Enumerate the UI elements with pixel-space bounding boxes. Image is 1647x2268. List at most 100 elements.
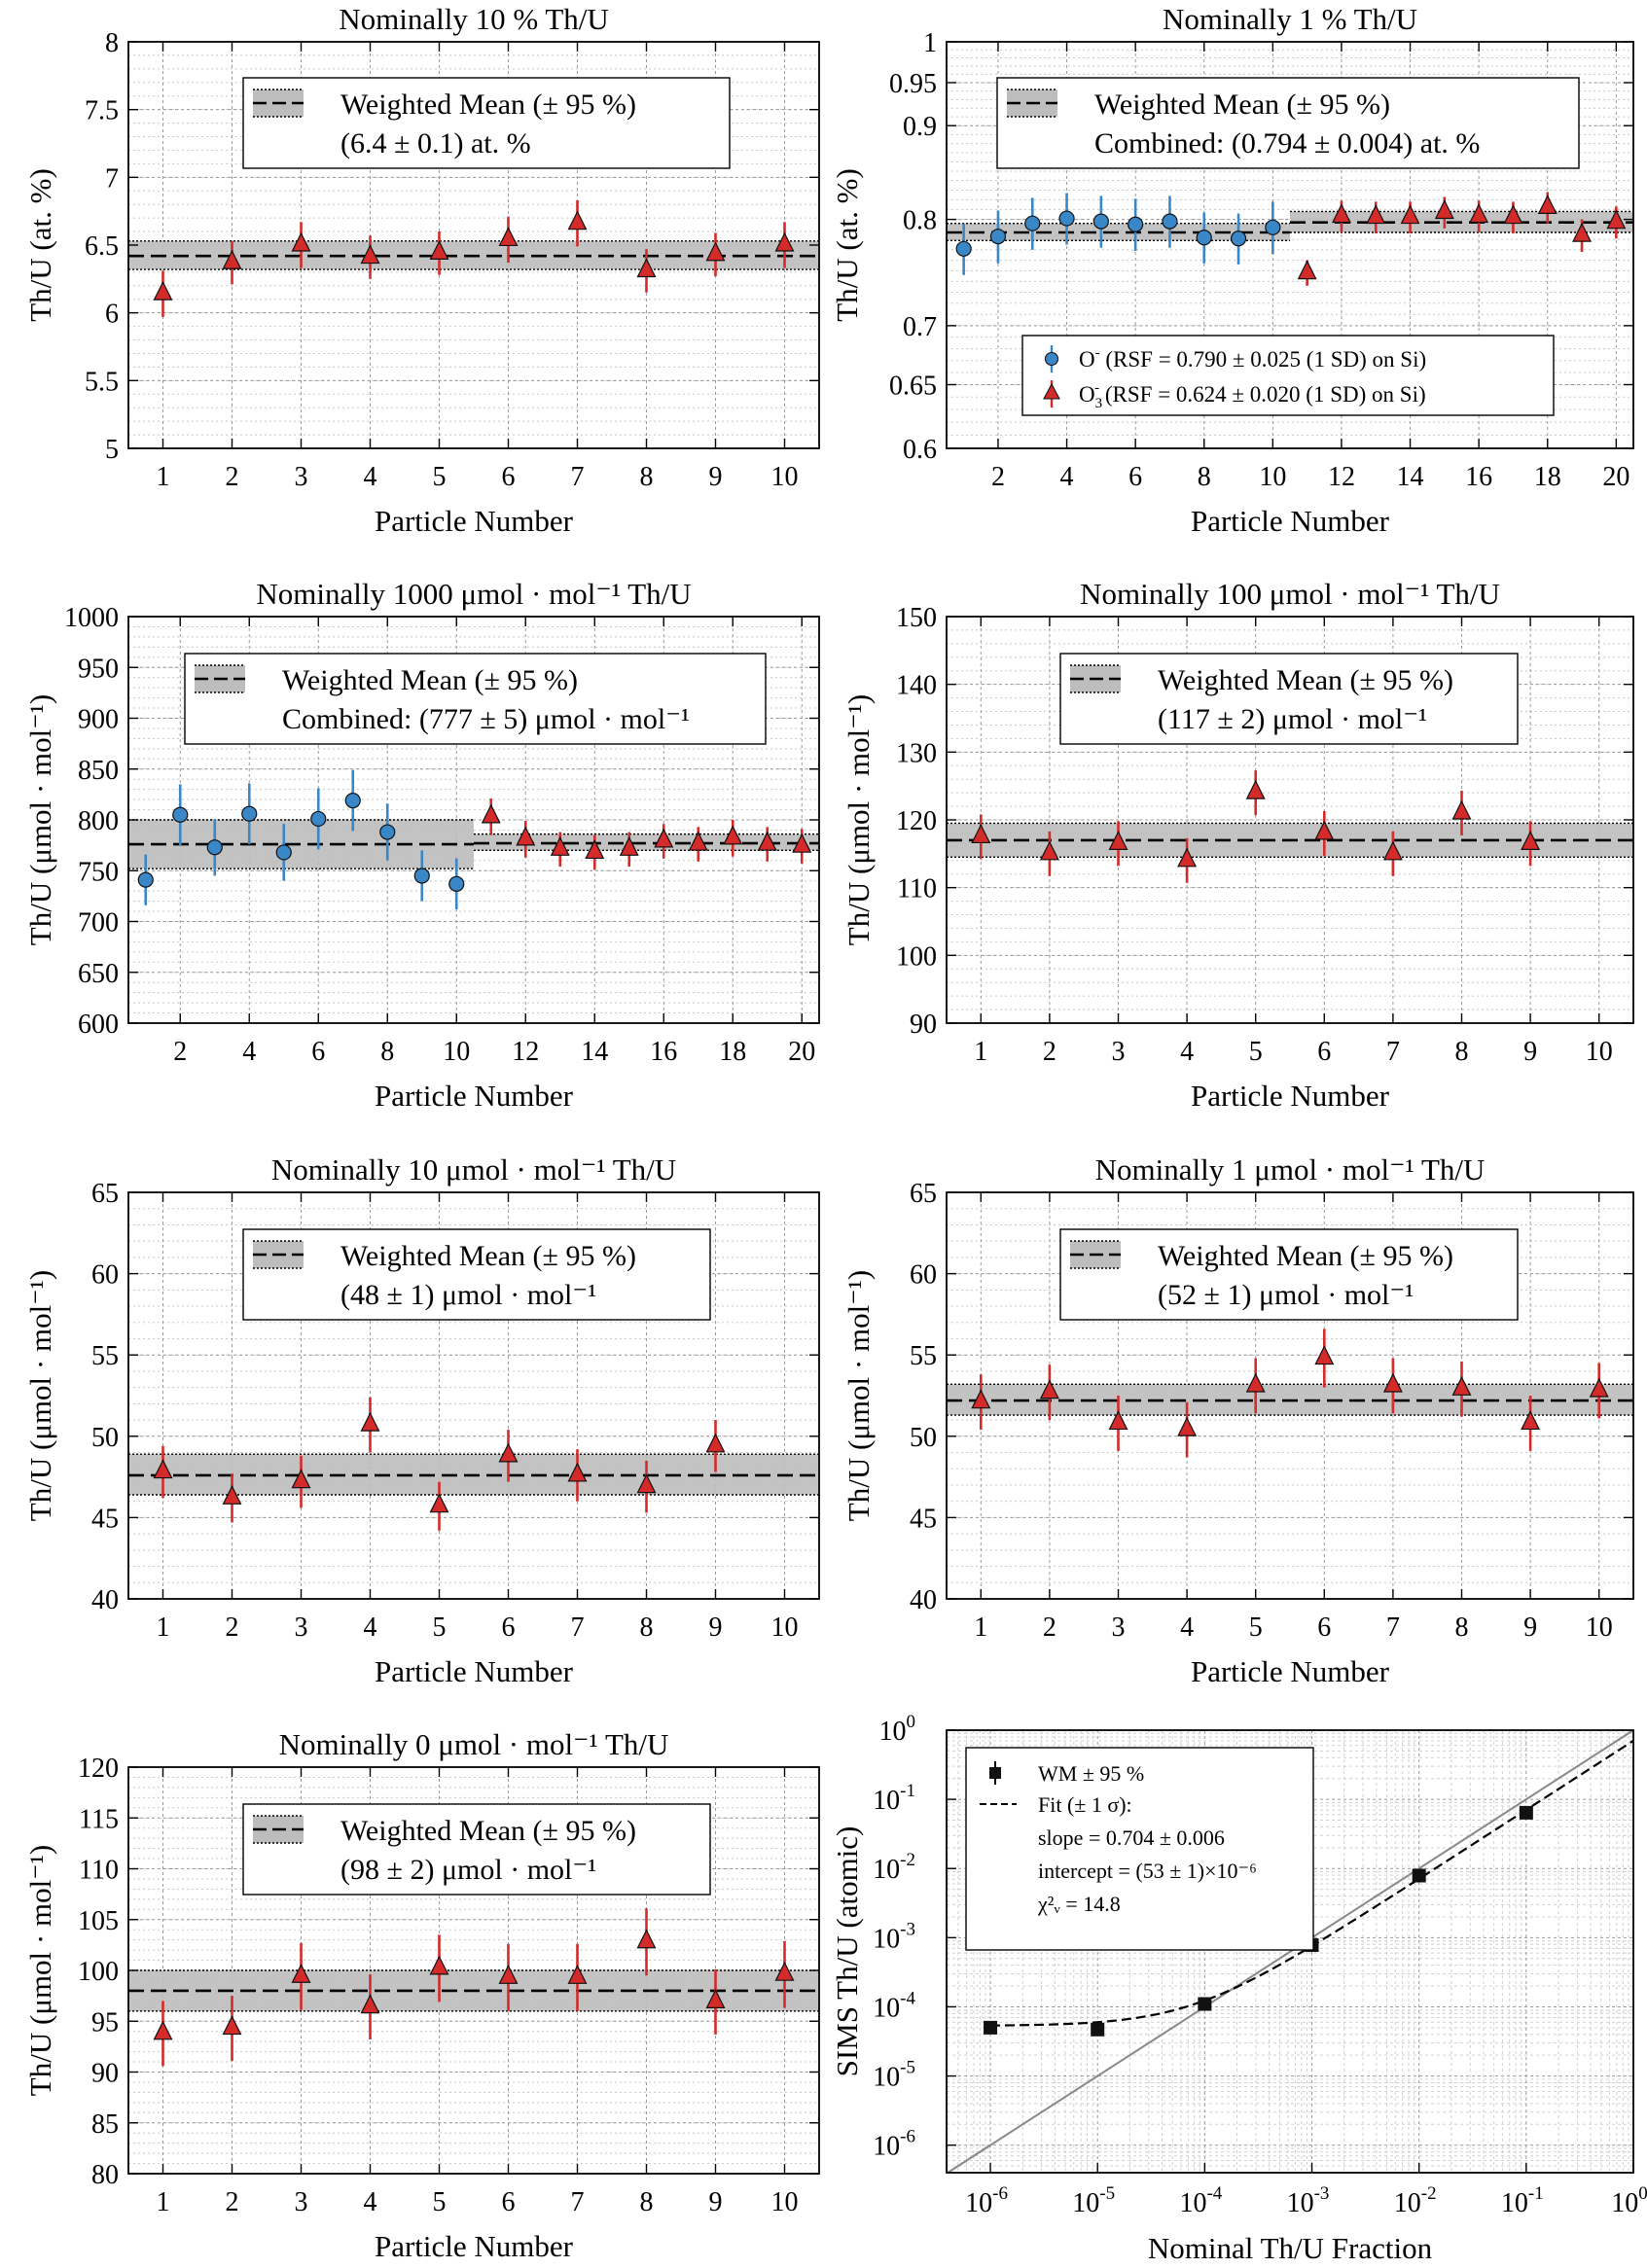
data-point-triangle (1469, 203, 1489, 224)
legend: WM ± 95 % Fit (± 1 σ): slope = 0.704 ± 0.0… (965, 1747, 1314, 1951)
legend-label: Weighted Mean (± 95 %) (1158, 664, 1453, 696)
y-tick-label: 105 (78, 1906, 119, 1936)
data-point-triangle (1108, 831, 1128, 850)
y-tick-label: 1000 (64, 603, 119, 633)
x-tick-label: 9 (709, 462, 723, 492)
x-tick-label: 3 (295, 2187, 308, 2217)
x-tick-label: 10 (1586, 1612, 1613, 1643)
y-tick-label: 60 (91, 1260, 119, 1291)
x-tick-label: 7 (571, 462, 585, 492)
series-1 (153, 200, 795, 317)
x-tick-label: 4 (1180, 1612, 1194, 1643)
data-point-square (984, 2020, 998, 2035)
y-tick-label: 0.6 (903, 435, 937, 465)
y-tick-label: 10-2 (873, 1850, 915, 1885)
legend: Weighted Mean (± 95 %) (48 ± 1) μmol · mo… (242, 1228, 711, 1321)
x-tick-label: 7 (1386, 1037, 1400, 1067)
data-point-triangle (636, 1473, 657, 1494)
y-axis-label: Th/U (μmol · mol⁻¹) (23, 694, 57, 945)
data-point-triangle (1314, 820, 1335, 840)
data-point-triangle (636, 1929, 657, 1949)
data-point-triangle (498, 227, 519, 247)
x-tick-label: 6 (502, 1612, 516, 1643)
data-point-triangle (1314, 1345, 1335, 1365)
y-tick-label: 750 (78, 857, 119, 887)
y-tick-label: 650 (78, 959, 119, 989)
data-point-triangle (1245, 1372, 1266, 1393)
data-point-triangle (971, 1389, 991, 1409)
data-point-circle (241, 805, 258, 822)
legend-box (1059, 1228, 1519, 1321)
data-point-circle (1162, 213, 1178, 230)
data-point-triangle (153, 280, 173, 301)
x-tick-label: 12 (512, 1037, 539, 1067)
x-tick-label: 2 (173, 1037, 187, 1067)
data-point-square (1091, 2022, 1105, 2037)
x-tick-label: 8 (640, 462, 654, 492)
data-point-triangle (550, 835, 570, 856)
x-tick-label: 8 (1455, 1037, 1469, 1067)
data-point-circle (955, 240, 972, 257)
x-tick-label: 10-1 (1501, 2183, 1544, 2218)
y-tick-label: 115 (79, 1804, 119, 1834)
data-point-triangle (1451, 1375, 1472, 1396)
x-tick-label: 4 (364, 1612, 377, 1643)
y-axis-label: Th/U (μmol · mol⁻¹) (841, 694, 876, 945)
x-axis-label: Nominal Th/U Fraction (1148, 2231, 1433, 2265)
data-point-triangle (792, 833, 812, 853)
x-tick-label: 10-5 (1072, 2183, 1115, 2218)
y-axis-label: Th/U (μmol · mol⁻¹) (841, 1270, 876, 1521)
legend: Weighted Mean (± 95 %) (6.4 ± 0.1) at. % (242, 77, 731, 169)
data-point-square (1412, 1868, 1426, 1883)
x-tick-label: 4 (1060, 462, 1074, 492)
x-axis-label: Particle Number (1191, 1079, 1390, 1113)
y-tick-label: 40 (910, 1585, 937, 1615)
legend-square-marker (989, 1767, 1001, 1779)
legend-label: Weighted Mean (± 95 %) (282, 664, 578, 696)
data-point-circle (413, 868, 430, 884)
x-tick-label: 9 (709, 1612, 723, 1643)
y-tick-label: 6 (105, 300, 119, 330)
series-legend-box (1021, 335, 1555, 416)
data-point-triangle (498, 1442, 519, 1463)
panel-p3: 600 650 700 750 800 850 900 950 1000 2 4 6 8 10 12 14 16… (23, 577, 820, 1113)
y-tick-label: 7.5 (85, 96, 119, 126)
x-tick-label: 6 (311, 1037, 325, 1067)
data-point-triangle (619, 835, 639, 856)
y-tick-label: 100 (896, 941, 937, 972)
chart-title: Nominally 1 μmol · mol⁻¹ Th/U (1095, 1152, 1486, 1187)
x-tick-label: 4 (364, 2187, 377, 2217)
x-tick-label: 1 (157, 462, 170, 492)
data-point-triangle (1177, 1416, 1198, 1436)
data-point-circle (206, 839, 223, 856)
data-point-triangle (1521, 831, 1541, 850)
y-tick-label: 850 (78, 756, 119, 786)
data-point-triangle (1572, 222, 1593, 242)
x-axis-label: Particle Number (375, 2229, 574, 2263)
x-axis-label: Particle Number (1191, 504, 1390, 538)
data-point-triangle (723, 825, 743, 845)
grid (947, 1729, 1634, 2174)
y-tick-label: 45 (91, 1504, 119, 1534)
data-point-triangle (429, 240, 449, 260)
grid (128, 1191, 819, 1600)
legend-value: (98 ± 2) μmol · mol⁻¹ (340, 1854, 596, 1886)
y-tick-label: 110 (79, 1856, 119, 1886)
y-tick-label: 85 (91, 2109, 119, 2140)
data-point-circle (1196, 230, 1212, 246)
x-tick-label: 2 (1043, 1612, 1056, 1643)
y-axis-label: SIMS Th/U (atomic) (830, 1826, 864, 2077)
legend-line: Fit (± 1 σ): (1038, 1792, 1132, 1817)
data-point-triangle (429, 1493, 449, 1513)
data-point-circle (275, 844, 292, 861)
data-point-circle (989, 229, 1007, 245)
x-tick-label: 10-6 (965, 2183, 1008, 2218)
series-legend-label: O- (RSF = 0.790 ± 0.025 (1 SD) on Si) (1079, 345, 1426, 372)
data-point-triangle (636, 258, 657, 278)
x-axis-label: Particle Number (375, 1654, 574, 1688)
x-tick-label: 18 (719, 1037, 746, 1067)
series-2 (481, 798, 812, 870)
y-tick-label: 90 (91, 2059, 119, 2089)
